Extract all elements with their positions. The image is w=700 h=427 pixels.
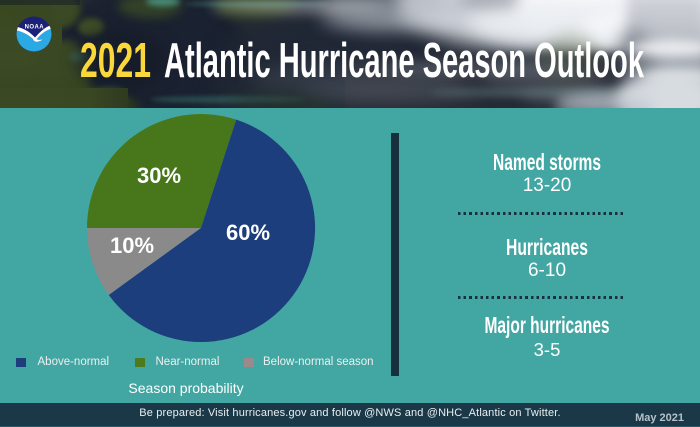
svg-text:Named storms: Named storms (493, 149, 601, 175)
svg-text:Hurricanes: Hurricanes (506, 234, 588, 260)
svg-text:NOAA: NOAA (25, 25, 45, 31)
svg-text:2021: 2021 (80, 34, 151, 88)
svg-text:Atlantic Hurricane Season Outl: Atlantic Hurricane Season Outlook (164, 34, 644, 88)
svg-text:Major hurricanes: Major hurricanes (485, 312, 610, 338)
